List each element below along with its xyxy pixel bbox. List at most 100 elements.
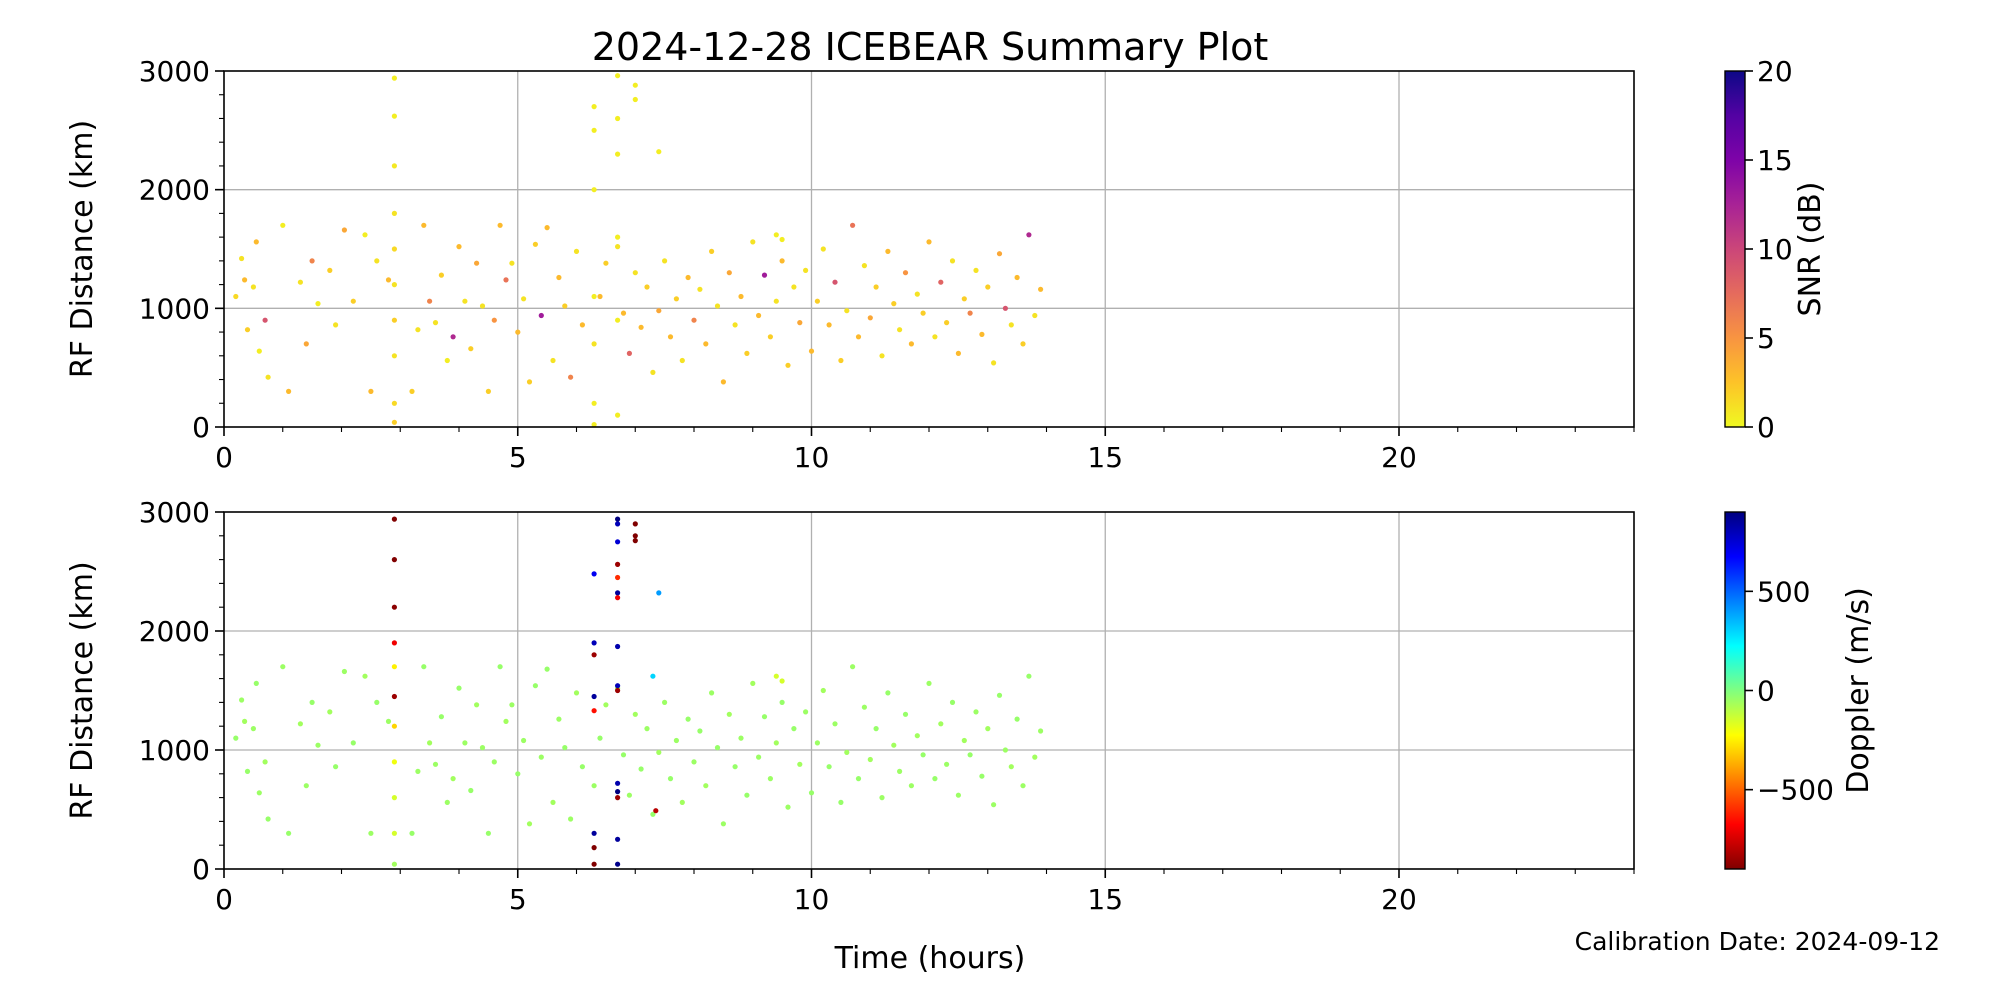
data-point bbox=[785, 362, 791, 368]
y-tick-label: 1000 bbox=[139, 292, 210, 325]
data-point bbox=[591, 422, 597, 428]
data-point bbox=[615, 561, 621, 568]
data-point bbox=[773, 232, 779, 238]
x-tick-label: 10 bbox=[794, 883, 830, 916]
data-point bbox=[656, 749, 662, 756]
data-point bbox=[391, 830, 397, 836]
data-point bbox=[391, 210, 397, 216]
data-point bbox=[315, 742, 321, 748]
data-point bbox=[244, 327, 251, 333]
data-point bbox=[826, 764, 832, 770]
colorbar-title: SNR (dB) bbox=[1793, 182, 1828, 317]
data-point bbox=[1026, 232, 1032, 238]
data-point bbox=[242, 277, 248, 283]
data-point bbox=[250, 284, 256, 290]
data-point bbox=[265, 374, 271, 380]
data-point bbox=[391, 419, 397, 425]
data-point bbox=[820, 246, 826, 252]
data-point bbox=[568, 374, 574, 380]
data-point bbox=[456, 244, 462, 250]
data-point bbox=[808, 348, 815, 354]
data-point bbox=[462, 298, 468, 304]
data-point bbox=[474, 702, 480, 708]
data-point bbox=[914, 733, 920, 739]
data-point bbox=[515, 329, 521, 335]
colorbar-tick-label: 20 bbox=[1757, 55, 1793, 88]
data-point bbox=[385, 718, 392, 725]
data-point bbox=[450, 776, 456, 782]
data-point bbox=[391, 353, 397, 359]
y-axis-title: RF Distance (km) bbox=[65, 561, 100, 819]
data-point bbox=[908, 783, 915, 789]
data-point bbox=[591, 693, 597, 700]
data-point bbox=[979, 773, 985, 779]
data-point bbox=[879, 353, 885, 359]
data-point bbox=[532, 241, 539, 247]
data-point bbox=[949, 258, 956, 264]
data-point bbox=[632, 82, 638, 88]
data-point bbox=[891, 301, 897, 307]
data-point bbox=[391, 693, 397, 700]
data-point bbox=[879, 795, 885, 801]
data-point bbox=[244, 768, 251, 775]
data-point bbox=[409, 830, 415, 836]
data-point bbox=[996, 692, 1003, 698]
data-point bbox=[391, 75, 397, 81]
data-point bbox=[615, 244, 621, 250]
data-point bbox=[744, 792, 750, 798]
data-point bbox=[644, 726, 650, 732]
data-point bbox=[1020, 783, 1026, 789]
data-point bbox=[468, 787, 474, 794]
colorbar-tick-label: −500 bbox=[1757, 774, 1834, 807]
data-point bbox=[615, 539, 621, 545]
doppler-panel: 0 5 10 15 20 0 1000 2000 3000 RF Distance (km) −50… bbox=[65, 496, 1876, 916]
data-point bbox=[391, 246, 397, 252]
data-point bbox=[662, 699, 668, 706]
data-point bbox=[479, 303, 486, 309]
data-point bbox=[926, 239, 932, 245]
data-point bbox=[1014, 274, 1020, 281]
data-point bbox=[902, 270, 909, 276]
data-point bbox=[350, 740, 356, 746]
data-point bbox=[591, 830, 597, 836]
data-point bbox=[720, 821, 727, 827]
data-point bbox=[303, 341, 309, 347]
data-point bbox=[391, 163, 397, 169]
colorbar bbox=[1724, 70, 1746, 428]
data-point bbox=[767, 776, 774, 782]
data-point bbox=[391, 723, 397, 729]
data-point bbox=[615, 595, 621, 601]
data-point bbox=[720, 379, 727, 385]
data-point bbox=[556, 716, 562, 722]
data-point bbox=[703, 783, 709, 789]
data-point bbox=[732, 764, 738, 770]
data-point bbox=[603, 260, 609, 266]
data-point bbox=[391, 557, 397, 563]
snr-panel: 0 5 10 15 20 0 1000 2000 3000 RF Distance (km) 0 5 1… bbox=[65, 55, 1828, 474]
x-tick-label: 15 bbox=[1087, 883, 1123, 916]
scatter-points bbox=[233, 73, 1044, 428]
data-point bbox=[615, 643, 621, 650]
data-point bbox=[638, 766, 644, 772]
data-point bbox=[427, 740, 433, 746]
data-point bbox=[391, 317, 397, 323]
data-point bbox=[544, 225, 550, 231]
data-point bbox=[280, 222, 286, 228]
data-point bbox=[615, 590, 621, 596]
data-point bbox=[626, 350, 633, 356]
data-point bbox=[591, 187, 597, 193]
data-point bbox=[914, 291, 920, 297]
data-point bbox=[632, 521, 638, 527]
colorbar-tick-label: 10 bbox=[1757, 233, 1793, 266]
data-point bbox=[726, 711, 732, 717]
data-point bbox=[333, 764, 339, 770]
data-point bbox=[732, 322, 738, 328]
data-point bbox=[1020, 341, 1026, 347]
data-point bbox=[920, 310, 926, 316]
data-point bbox=[767, 334, 774, 340]
data-point bbox=[265, 816, 271, 822]
data-point bbox=[456, 685, 462, 691]
data-point bbox=[438, 272, 444, 278]
data-point bbox=[991, 360, 997, 366]
data-point bbox=[262, 317, 268, 323]
